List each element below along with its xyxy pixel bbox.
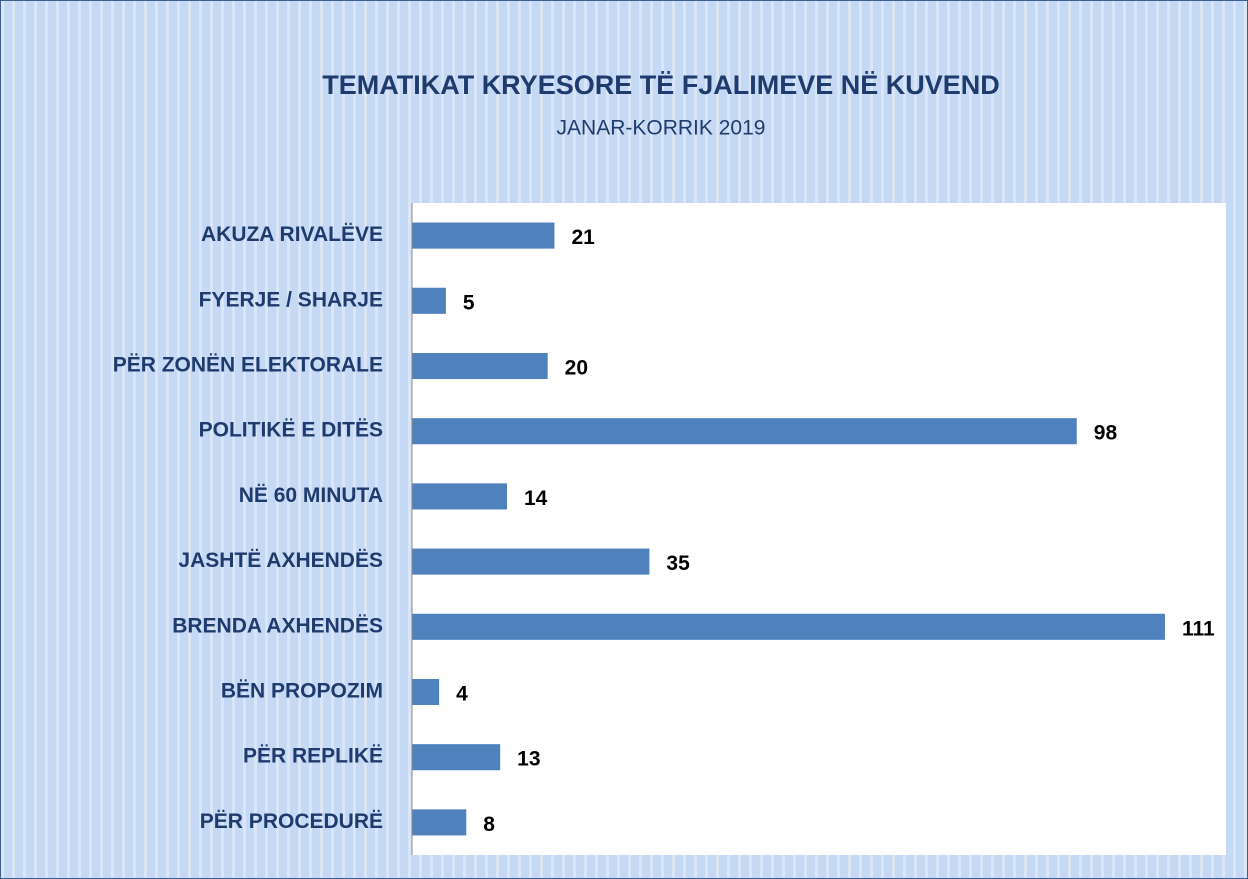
bar: [412, 678, 440, 706]
plot-area: [412, 203, 1226, 855]
bar: [412, 222, 555, 249]
y-tick-label: POLITIKË E DITËS: [199, 419, 383, 442]
data-label: 4: [456, 683, 468, 706]
chart-subtitle: JANAR-KORRIK 2019: [557, 117, 766, 140]
y-tick-label: PËR PROCEDURË: [200, 810, 383, 833]
data-label: 98: [1094, 422, 1118, 445]
data-label: 111: [1182, 617, 1215, 640]
chart-title: TEMATIKAT KRYESORE TË FJALIMEVE NË KUVEN…: [322, 70, 1000, 100]
data-label: 21: [571, 226, 595, 249]
bar: [412, 483, 507, 510]
bar: [412, 352, 548, 380]
data-label: 20: [565, 357, 588, 380]
y-tick-label: NË 60 MINUTA: [239, 484, 383, 507]
y-tick-label: FYERJE / SHARJE: [199, 288, 383, 311]
y-tick-label: BËN PROPOZIM: [221, 680, 383, 703]
bar: [412, 809, 467, 836]
data-label: 35: [666, 552, 690, 575]
data-label: 8: [483, 813, 495, 836]
bar: [412, 613, 1165, 640]
y-tick-label: PËR REPLIKË: [243, 745, 383, 768]
bar: [412, 287, 446, 314]
bar: [412, 548, 650, 575]
data-label: 5: [463, 291, 475, 314]
y-tick-label: PËR ZONËN ELEKTORALE: [113, 354, 383, 377]
y-tick-label: JASHTË AXHENDËS: [178, 549, 383, 572]
data-label: 14: [524, 487, 548, 510]
data-label: 13: [517, 748, 540, 771]
y-tick-label: AKUZA RIVALËVE: [201, 223, 383, 246]
bar: [412, 418, 1077, 445]
y-tick-label: BRENDA AXHENDËS: [172, 614, 383, 637]
bar: [412, 744, 501, 771]
